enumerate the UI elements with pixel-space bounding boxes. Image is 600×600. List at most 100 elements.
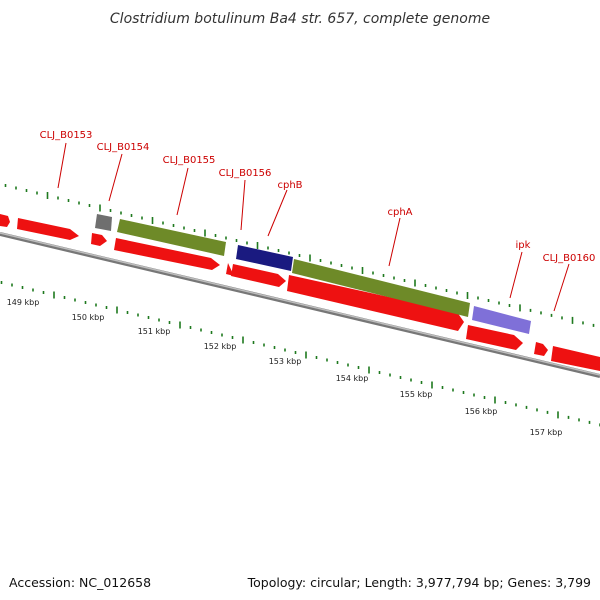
scale-tick — [592, 323, 595, 327]
scale-tick — [74, 298, 76, 302]
scale-tick — [347, 363, 349, 367]
scale-tick — [221, 333, 223, 337]
scale-tick — [504, 401, 507, 404]
scale-tick — [403, 279, 406, 282]
scale-tick — [382, 274, 385, 277]
scale-tick — [456, 291, 458, 295]
scale-tick — [57, 196, 59, 200]
backbone — [0, 232, 600, 378]
scale-tick — [99, 204, 101, 212]
map-title: Clostridium botulinum Ba4 str. 657, comp… — [110, 11, 490, 27]
cds-feature — [231, 264, 286, 287]
scale-tick — [393, 276, 395, 280]
scale-tick — [571, 316, 574, 324]
scale-tick — [252, 341, 255, 344]
gene-label: CLJ_B0154 — [97, 142, 150, 153]
accession-text: Accession: NC_012658 — [9, 575, 151, 590]
scale-tick — [42, 291, 45, 294]
scale-tick — [67, 199, 70, 202]
scale-tick — [214, 234, 217, 237]
scale-tick — [420, 381, 423, 384]
scale-tick — [477, 296, 479, 300]
scale-tick — [63, 296, 66, 299]
scale-tick — [267, 246, 269, 250]
scale-tick — [340, 264, 343, 267]
scale-tick — [452, 388, 454, 392]
scale-tick — [508, 304, 511, 307]
kbp-label: 151 kbp — [138, 327, 171, 336]
scale-tick — [147, 316, 150, 319]
kbp-label: 152 kbp — [204, 342, 237, 351]
gene-label: cphA — [387, 207, 412, 218]
scale-tick — [368, 366, 370, 374]
scale-tick — [466, 292, 469, 299]
scale-tick — [210, 331, 213, 334]
scale-tick — [141, 216, 143, 220]
gene-label: cphB — [277, 180, 302, 191]
scale-tick — [235, 239, 238, 242]
scale-tick — [277, 249, 280, 252]
cds-feature — [17, 218, 79, 240]
gene-feature-olive — [292, 259, 470, 317]
scale-tick — [120, 211, 122, 215]
scale-tick — [137, 313, 139, 317]
scale-tick — [126, 311, 129, 314]
lower-tick-ring — [0, 281, 600, 427]
kbp-label: 155 kbp — [400, 390, 433, 399]
scale-tick — [84, 301, 87, 304]
scale-tick — [536, 408, 538, 412]
gene-labels: CLJ_B0153 CLJ_B0154 CLJ_B0155 CLJ_B0156 … — [40, 130, 596, 264]
scale-tick — [95, 303, 97, 307]
scale-tick — [441, 386, 444, 389]
scale-tick — [473, 393, 475, 397]
scale-tick — [172, 224, 175, 227]
scale-tick — [410, 378, 412, 382]
scale-tick — [326, 358, 328, 362]
gene-label: CLJ_B0160 — [543, 253, 596, 264]
cds-feature — [0, 214, 10, 227]
kbp-label: 156 kbp — [465, 407, 498, 416]
scale-tick — [540, 311, 542, 315]
scale-tick — [298, 254, 301, 257]
cds-feature — [551, 346, 600, 371]
scale-tick — [414, 279, 416, 287]
cds-feature — [114, 238, 220, 270]
scale-tick — [15, 186, 17, 190]
scale-tick — [582, 321, 584, 325]
scale-tick — [189, 326, 192, 329]
cds-feature — [91, 233, 107, 246]
scale-tick — [130, 214, 133, 217]
scale-tick — [525, 405, 528, 409]
scale-tick — [116, 306, 118, 314]
scale-tick — [21, 286, 24, 289]
scale-tick — [168, 321, 171, 324]
scale-tick — [578, 418, 580, 422]
scale-tick — [256, 242, 259, 249]
scale-tick — [53, 291, 55, 299]
scale-tick — [372, 271, 374, 275]
gene-label: CLJ_B0156 — [219, 168, 272, 179]
scale-tick — [588, 420, 591, 424]
scale-tick — [179, 321, 181, 329]
scale-tick — [567, 415, 570, 419]
scale-tick — [431, 381, 433, 389]
scale-tick — [561, 316, 563, 320]
kbp-label: 149 kbp — [7, 298, 40, 307]
cds-feature — [466, 325, 523, 350]
scale-tick — [225, 236, 227, 240]
scale-tick — [483, 396, 486, 399]
scale-tick — [105, 306, 108, 309]
scale-tick — [399, 376, 402, 379]
scale-tick — [288, 251, 290, 255]
scale-tick — [78, 201, 80, 205]
scale-tick — [330, 261, 332, 265]
gene-label: ipk — [516, 240, 531, 251]
scale-tick — [109, 209, 112, 212]
kbp-label: 153 kbp — [269, 357, 302, 366]
scale-tick — [546, 410, 549, 414]
scale-tick — [351, 266, 353, 270]
scale-tick — [193, 229, 196, 232]
scale-tick — [273, 346, 276, 349]
gene-label: CLJ_B0153 — [40, 130, 93, 141]
